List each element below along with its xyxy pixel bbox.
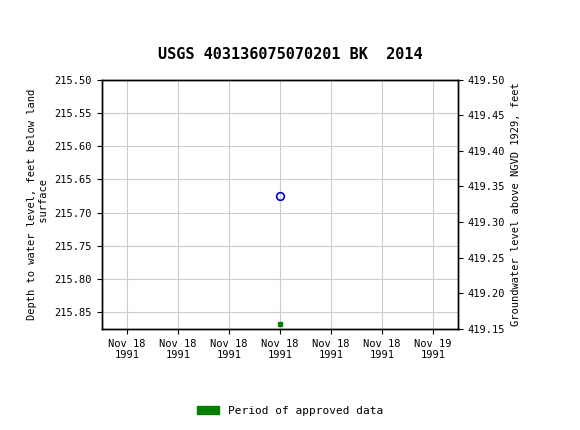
Text: ≋USGS: ≋USGS <box>3 8 85 28</box>
Y-axis label: Groundwater level above NGVD 1929, feet: Groundwater level above NGVD 1929, feet <box>511 83 521 326</box>
Text: USGS 403136075070201 BK  2014: USGS 403136075070201 BK 2014 <box>158 47 422 62</box>
Legend: Period of approved data: Period of approved data <box>193 401 387 420</box>
Y-axis label: Depth to water level, feet below land
 surface: Depth to water level, feet below land su… <box>27 89 49 320</box>
